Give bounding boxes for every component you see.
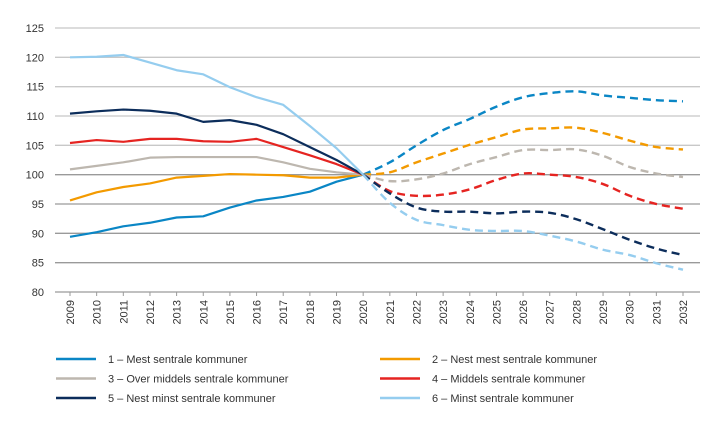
series-line-projection-2 bbox=[363, 126, 684, 176]
y-tick-label: 105 bbox=[26, 140, 44, 152]
legend-label: 4 – Middels sentrale kommuner bbox=[432, 374, 586, 386]
x-tick-label: 2021 bbox=[385, 300, 397, 324]
x-tick-label: 2030 bbox=[625, 300, 637, 324]
x-tick-label: 2023 bbox=[438, 300, 450, 324]
legend-label: 2 – Nest mest sentrale kommuner bbox=[432, 354, 597, 366]
y-tick-label: 90 bbox=[32, 228, 44, 240]
y-tick-label: 125 bbox=[26, 23, 44, 35]
x-tick-label: 2009 bbox=[65, 300, 77, 324]
x-tick-label: 2024 bbox=[465, 300, 477, 324]
y-tick-label: 110 bbox=[26, 111, 44, 123]
legend: 1 – Mest sentrale kommuner 2 – Nest mest … bbox=[56, 354, 597, 405]
y-tick-label: 80 bbox=[32, 287, 44, 299]
x-tick-label: 2020 bbox=[358, 300, 370, 324]
x-tick-label: 2027 bbox=[545, 300, 557, 324]
legend-label: 3 – Over middels sentrale kommuner bbox=[108, 374, 289, 386]
series-line-projection-1 bbox=[362, 90, 684, 176]
x-tick-label: 2013 bbox=[172, 300, 184, 324]
x-tick-label: 2016 bbox=[252, 300, 264, 324]
legend-label: 1 – Mest sentrale kommuner bbox=[108, 354, 248, 366]
series-lines bbox=[69, 53, 684, 271]
series-line-historical-5 bbox=[69, 108, 364, 176]
x-tick-label: 2022 bbox=[411, 300, 423, 324]
series-line-historical-6 bbox=[69, 53, 364, 176]
gridlines bbox=[55, 27, 700, 293]
x-tick-label: 2028 bbox=[571, 300, 583, 324]
x-tick-label: 2017 bbox=[278, 300, 290, 324]
series-line-historical-1 bbox=[69, 173, 364, 238]
y-tick-label: 100 bbox=[26, 170, 44, 182]
x-tick-label: 2025 bbox=[491, 300, 503, 324]
y-tick-label: 85 bbox=[32, 258, 44, 270]
x-tick-label: 2010 bbox=[92, 300, 104, 324]
series-line-projection-6 bbox=[362, 173, 684, 271]
series-line-projection-3 bbox=[362, 147, 684, 183]
legend-label: 5 – Nest minst sentrale kommuner bbox=[108, 393, 276, 405]
legend-label: 6 – Minst sentrale kommuner bbox=[432, 393, 574, 405]
x-tick-label: 2014 bbox=[198, 300, 210, 324]
x-tick-label: 2031 bbox=[651, 300, 663, 324]
y-tick-label: 115 bbox=[26, 82, 44, 94]
x-tick-label: 2018 bbox=[305, 300, 317, 324]
x-tick-label: 2019 bbox=[332, 300, 344, 324]
series-line-historical-2 bbox=[69, 172, 364, 202]
x-tick-label: 2029 bbox=[598, 300, 610, 324]
series-line-historical-3 bbox=[69, 155, 364, 176]
series-line-projection-5 bbox=[362, 173, 684, 257]
y-tick-label: 95 bbox=[32, 199, 44, 211]
x-axis-ticks: 2009 2010 2011 2012 2013 2014 2015 2016 2017 2018… bbox=[65, 292, 690, 324]
x-tick-label: 2032 bbox=[678, 300, 690, 324]
x-tick-label: 2015 bbox=[225, 300, 237, 324]
y-axis-ticks: 80 85 90 95 100 105 110 115 120 125 bbox=[26, 23, 44, 299]
x-tick-label: 2011 bbox=[118, 300, 130, 324]
series-line-historical-4 bbox=[69, 137, 364, 176]
x-tick-label: 2026 bbox=[518, 300, 530, 324]
x-tick-label: 2012 bbox=[145, 300, 157, 324]
series-line-projection-4 bbox=[362, 172, 684, 210]
y-tick-label: 120 bbox=[26, 52, 44, 64]
